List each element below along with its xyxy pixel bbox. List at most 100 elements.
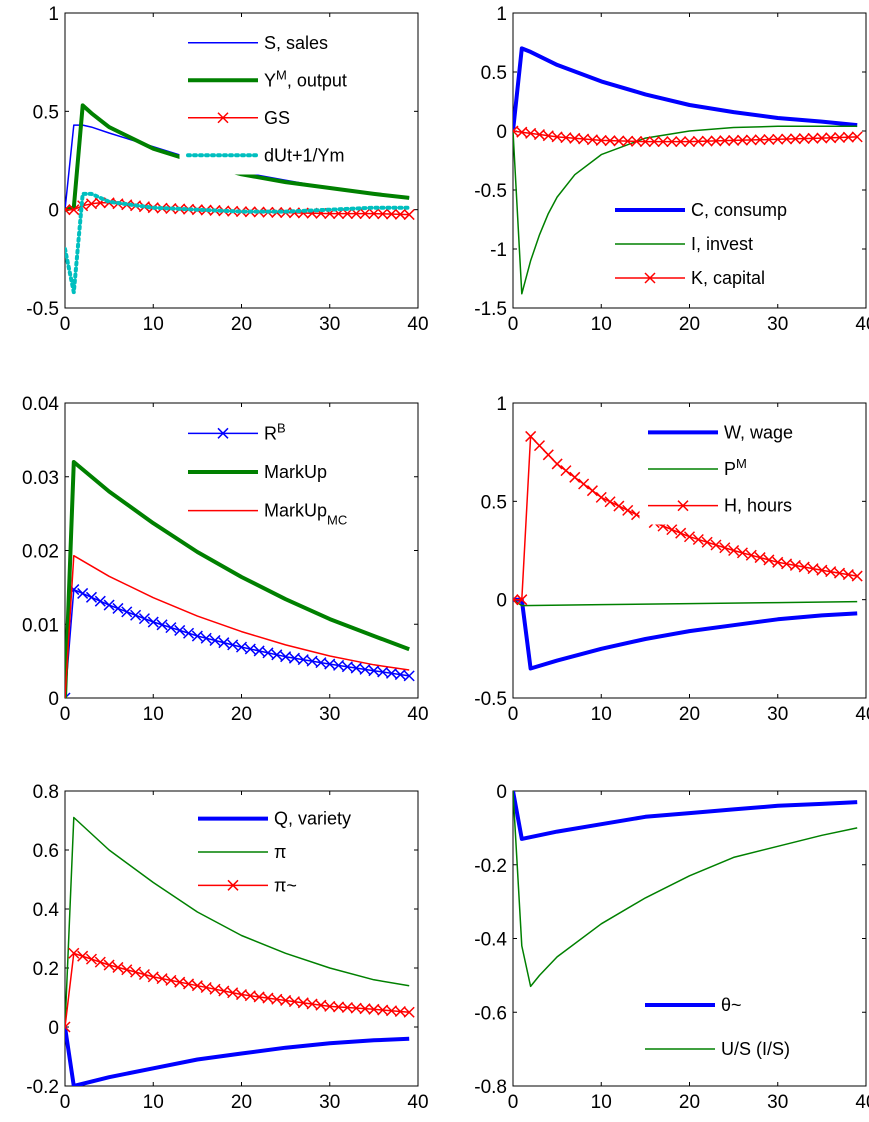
series-marker bbox=[138, 613, 150, 625]
series-marker bbox=[833, 131, 846, 144]
series-6-1 bbox=[513, 791, 858, 841]
y-tick-label: 0.5 bbox=[33, 102, 59, 123]
legend-6: θ~ U/S (I/S) bbox=[636, 982, 838, 1072]
legend-marker bbox=[227, 879, 239, 891]
series-3-2 bbox=[65, 460, 410, 698]
series-marker bbox=[94, 956, 106, 968]
series-line bbox=[65, 554, 410, 698]
series-marker bbox=[772, 556, 784, 568]
series-marker bbox=[333, 1001, 345, 1013]
x-tick-label: 20 bbox=[679, 314, 700, 335]
series-marker bbox=[368, 1003, 380, 1015]
x-tick-label: 10 bbox=[591, 314, 612, 335]
series-marker bbox=[85, 953, 98, 965]
series-marker bbox=[280, 651, 292, 663]
series-marker bbox=[235, 641, 248, 653]
series-marker bbox=[719, 542, 731, 554]
series-marker bbox=[227, 639, 239, 651]
x-tick-label: 20 bbox=[679, 704, 700, 725]
y-tick-label: -0.5 bbox=[474, 689, 507, 710]
series-marker bbox=[394, 1005, 406, 1018]
legend-label-base: R bbox=[264, 423, 277, 443]
series-line bbox=[65, 816, 410, 1028]
series-marker bbox=[227, 987, 239, 999]
legend-label-2-2: I, invest bbox=[691, 234, 753, 254]
legend-label-script: M bbox=[736, 456, 747, 471]
legend-label-1-1: S, sales bbox=[264, 33, 328, 53]
series-marker bbox=[560, 465, 572, 477]
series-3-3 bbox=[65, 554, 410, 698]
subplot-6: 0 10 20 30 40 -0.8 -0.6 -0.4 -0.2 0 θ~ U/S (I/S) bbox=[474, 782, 869, 1113]
y-tick-label: 0 bbox=[48, 689, 59, 710]
x-tick-label: 10 bbox=[143, 314, 164, 335]
series-1-4 bbox=[65, 191, 412, 295]
series-marker bbox=[324, 1000, 336, 1012]
y-tick-label: -0.5 bbox=[474, 181, 507, 202]
series-line bbox=[513, 791, 858, 841]
series-marker bbox=[542, 449, 554, 461]
series-marker bbox=[604, 496, 616, 508]
legend-4: W, wage PM H, hours bbox=[639, 413, 851, 525]
y-tick-label: -1 bbox=[490, 240, 507, 261]
series-marker bbox=[542, 130, 554, 142]
series-marker bbox=[842, 131, 854, 143]
series-marker bbox=[368, 665, 380, 677]
y-tick-label: -1.5 bbox=[474, 299, 507, 320]
legend-label-3-2: MarkUp bbox=[264, 462, 327, 482]
legend-label-1-4: dUt+1/Ym bbox=[264, 145, 345, 165]
series-marker bbox=[350, 662, 362, 674]
x-tick-label: 20 bbox=[231, 314, 252, 335]
legend-label-2-3: K, capital bbox=[691, 268, 765, 288]
series-marker bbox=[341, 661, 353, 673]
series-2-1 bbox=[513, 46, 858, 132]
series-marker bbox=[280, 994, 292, 1006]
x-tick-label: 30 bbox=[319, 314, 340, 335]
series-marker bbox=[551, 458, 563, 470]
series-marker bbox=[728, 134, 740, 146]
series-marker bbox=[165, 622, 177, 634]
series-marker bbox=[613, 500, 625, 512]
series-marker bbox=[103, 959, 115, 971]
series-marker bbox=[569, 132, 581, 144]
series-marker bbox=[65, 1021, 71, 1033]
y-tick-label: 0.5 bbox=[481, 63, 507, 84]
legend-label-5-3: π~ bbox=[274, 875, 297, 895]
legend-label-6-1: θ~ bbox=[721, 995, 742, 1015]
series-marker bbox=[825, 132, 837, 144]
series-marker bbox=[525, 430, 537, 442]
x-tick-label: 30 bbox=[767, 1092, 788, 1113]
series-marker bbox=[200, 632, 212, 644]
series-marker bbox=[218, 637, 230, 649]
series-marker bbox=[174, 624, 186, 636]
series-line bbox=[513, 791, 858, 988]
y-tick-label: 0.2 bbox=[33, 959, 59, 980]
x-tick-label: 30 bbox=[319, 1092, 340, 1113]
series-marker bbox=[851, 570, 863, 582]
y-tick-label: 0.4 bbox=[33, 900, 60, 921]
y-tick-label: -0.2 bbox=[474, 856, 507, 877]
series-marker bbox=[94, 595, 106, 607]
series-marker bbox=[377, 208, 389, 220]
series-marker bbox=[121, 606, 133, 618]
series-marker bbox=[586, 134, 598, 146]
series-marker bbox=[218, 985, 230, 997]
series-marker bbox=[781, 558, 793, 570]
legend-label-2-1: C, consump bbox=[691, 200, 787, 220]
series-marker bbox=[65, 204, 71, 216]
y-tick-label: 0 bbox=[496, 122, 507, 143]
x-tick-label: 10 bbox=[591, 704, 612, 725]
legend-2: C, consump I, invest K, capital bbox=[606, 192, 860, 296]
series-4-1 bbox=[513, 597, 858, 671]
series-3-1 bbox=[65, 584, 415, 698]
legend-box bbox=[179, 23, 411, 175]
series-marker bbox=[745, 549, 757, 561]
series-marker bbox=[710, 135, 722, 147]
y-tick-label: -0.2 bbox=[26, 1077, 59, 1098]
series-marker bbox=[77, 950, 89, 962]
y-tick-label: 0.02 bbox=[22, 542, 59, 563]
legend-box bbox=[636, 982, 838, 1072]
x-tick-label: 30 bbox=[319, 704, 340, 725]
x-tick-label: 0 bbox=[60, 704, 71, 725]
